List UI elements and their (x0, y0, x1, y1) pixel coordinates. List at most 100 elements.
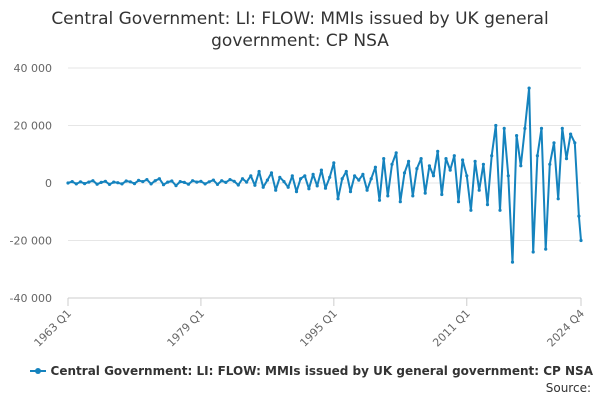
data-point (323, 186, 328, 190)
data-point (506, 174, 510, 178)
data-point (95, 182, 99, 186)
data-point (465, 174, 469, 178)
data-point (124, 179, 128, 183)
y-tick-label: 20 000 (14, 120, 53, 133)
data-point (195, 180, 199, 184)
data-point (490, 154, 494, 158)
data-point (340, 177, 344, 181)
data-point (373, 165, 377, 169)
legend[interactable]: Central Government: LI: FLOW: MMIs issue… (8, 364, 593, 378)
data-point (539, 126, 544, 130)
data-point (236, 183, 240, 187)
data-point (411, 194, 415, 198)
data-point (427, 164, 431, 168)
data-point (78, 180, 83, 184)
data-point (544, 247, 548, 251)
data-point (423, 191, 427, 195)
data-point (431, 174, 436, 178)
data-point (299, 177, 303, 181)
data-point (278, 175, 282, 179)
data-point (498, 208, 502, 212)
data-point (66, 181, 70, 185)
data-point (215, 182, 220, 186)
x-axis: 1963 Q1 1979 Q1 1995 Q1 2011 Q1 2024 Q4 (32, 297, 588, 350)
data-point (269, 171, 274, 175)
data-point (191, 179, 195, 183)
data-point (344, 169, 348, 174)
data-point (415, 167, 419, 171)
data-point (253, 183, 257, 187)
data-point (70, 180, 74, 184)
data-point (369, 177, 373, 181)
data-point (456, 200, 461, 204)
data-point (261, 185, 265, 189)
data-point (74, 182, 78, 186)
data-point (348, 190, 353, 194)
data-point (365, 188, 369, 192)
data-point (141, 180, 145, 184)
data-point (473, 159, 477, 163)
data-point (91, 179, 95, 183)
y-tick-label: 40 000 (14, 62, 53, 75)
legend-line-marker-icon (29, 366, 46, 376)
series-line (67, 87, 582, 264)
y-tick-label: 0 (45, 177, 52, 190)
x-tick-label: 1963 Q1 (32, 307, 75, 350)
data-point (116, 181, 120, 185)
x-tick-label: 1979 Q1 (165, 307, 208, 350)
data-point (99, 180, 103, 184)
data-point (361, 172, 365, 176)
data-point (386, 194, 390, 198)
data-point (232, 179, 236, 183)
data-point (103, 179, 107, 183)
data-point (461, 158, 465, 162)
data-point (552, 141, 556, 145)
data-point (286, 185, 290, 189)
data-point (556, 197, 560, 201)
data-point (502, 126, 506, 130)
x-tick-label: 2024 Q4 (545, 307, 588, 350)
data-point (390, 162, 394, 166)
data-point (481, 162, 485, 166)
data-point (178, 180, 182, 184)
data-point (249, 174, 253, 178)
data-point (157, 177, 161, 181)
data-point (469, 208, 473, 212)
data-point (112, 180, 116, 184)
data-point (573, 141, 577, 145)
data-point (107, 182, 112, 186)
data-point (132, 182, 137, 186)
data-point (303, 174, 307, 178)
data-point (436, 149, 440, 153)
data-point (377, 198, 382, 202)
chart-title-line-1: Central Government: LI: FLOW: MMIs issue… (51, 9, 549, 29)
data-point (83, 182, 87, 186)
chart-title: Central Government: LI: FLOW: MMIs issue… (0, 8, 600, 52)
data-point (382, 157, 386, 161)
data-point (257, 169, 261, 174)
data-point (265, 178, 269, 182)
data-point (137, 178, 141, 182)
data-point (307, 187, 311, 191)
data-point (149, 182, 153, 186)
data-point (161, 183, 166, 187)
data-point (332, 161, 336, 165)
x-tick-label: 2011 Q1 (430, 307, 473, 350)
y-tick-label: -20 000 (10, 235, 52, 248)
data-point (186, 182, 191, 186)
data-point (519, 164, 523, 168)
data-point (357, 178, 361, 182)
data-point (240, 177, 245, 181)
data-point (228, 178, 232, 182)
data-point (166, 180, 170, 184)
data-point (531, 250, 535, 254)
data-point (290, 174, 294, 178)
data-point (577, 214, 581, 218)
data-point (523, 126, 527, 130)
data-point (224, 180, 228, 184)
y-tick-label: -40 000 (10, 292, 52, 305)
data-point (120, 182, 124, 186)
chart-title-line-2: government: CP NSA (211, 31, 389, 51)
data-point (444, 157, 448, 161)
